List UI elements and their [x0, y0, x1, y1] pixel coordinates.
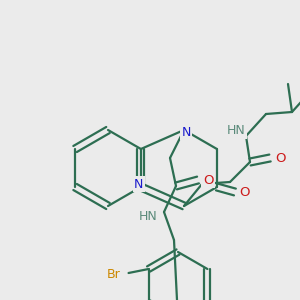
Text: HN: HN [139, 209, 158, 223]
Text: HN: HN [226, 124, 245, 137]
Text: N: N [134, 178, 144, 190]
Text: O: O [203, 173, 213, 187]
Text: Br: Br [107, 268, 121, 281]
Text: N: N [181, 125, 191, 139]
Text: O: O [240, 185, 250, 199]
Text: O: O [275, 152, 285, 164]
